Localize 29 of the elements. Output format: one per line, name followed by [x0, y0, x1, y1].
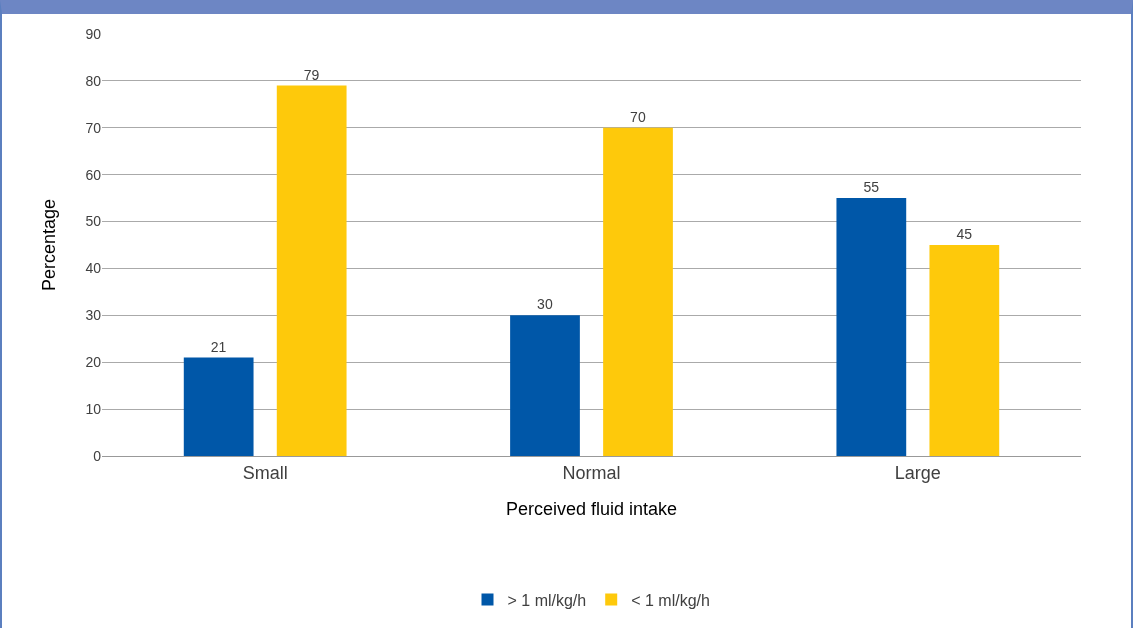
data-label: 45	[956, 226, 973, 242]
y-axis-title: Percentage	[38, 198, 59, 292]
y-tick-label: 40	[85, 260, 102, 277]
y-tick-label: 70	[85, 119, 102, 136]
x-tick-label: Small	[242, 462, 288, 483]
x-tick-label: Normal	[562, 462, 621, 483]
x-axis-title: Perceived fluid intake	[505, 498, 678, 519]
y-tick-label: 30	[85, 307, 102, 324]
bar	[603, 127, 673, 456]
y-tick-label: 20	[85, 354, 102, 371]
bar	[276, 85, 347, 456]
data-label: 79	[303, 66, 320, 83]
legend-label: < 1 ml/kg/h	[631, 591, 710, 609]
legend-label: > 1 ml/kg/h	[507, 591, 587, 609]
data-label: 30	[537, 296, 553, 313]
y-tick-label: 90	[85, 25, 102, 42]
y-tick-label: 0	[93, 447, 102, 464]
data-label: 21	[210, 338, 227, 355]
y-tick-label: 50	[85, 213, 102, 230]
bar	[929, 245, 1000, 456]
data-label: 55	[863, 179, 880, 196]
bar	[183, 357, 254, 456]
y-tick-label: 10	[85, 401, 102, 418]
x-tick-label: Large	[894, 462, 941, 483]
bar	[510, 315, 580, 456]
bar	[836, 198, 907, 456]
y-tick-label: 80	[85, 72, 102, 89]
y-tick-label: 60	[85, 166, 102, 183]
data-label: 70	[630, 108, 646, 125]
